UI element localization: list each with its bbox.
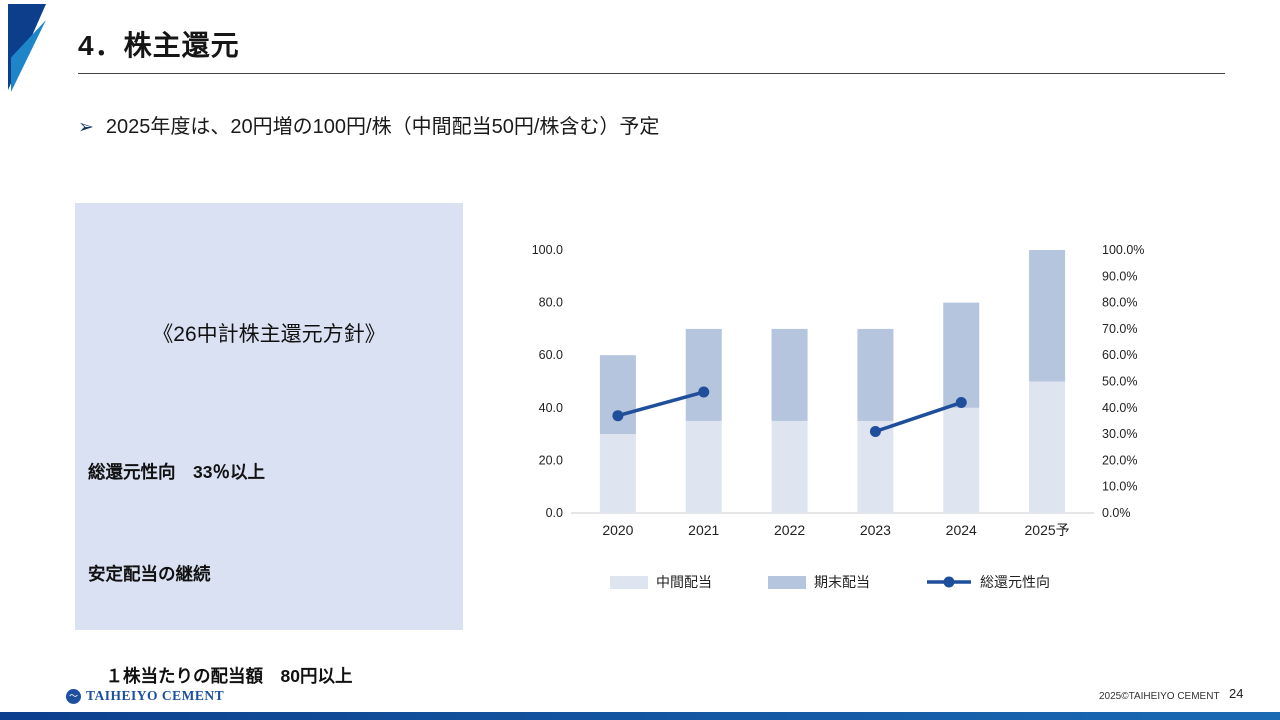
svg-text:2024: 2024 xyxy=(946,522,977,538)
dividend-chart-canvas: 100.0 80.0 60.0 40.0 20.0 0.0 100.0% 90.0% 80.0%… xyxy=(532,243,1145,538)
svg-text:2020: 2020 xyxy=(602,522,633,538)
taiheiyo-logo: 〜 TAIHEIYO CEMENT xyxy=(66,688,224,704)
policy-box: 《26中計株主還元方針》 総還元性向 33％以上 安定配当の継続 １株当たりの配… xyxy=(75,203,463,686)
legend-item-interim-dividend: 中間配当 xyxy=(610,572,712,592)
legend-item-payout-ratio: 総還元性向 xyxy=(926,572,1050,592)
title-divider xyxy=(78,73,1225,74)
svg-text:0.0: 0.0 xyxy=(546,506,563,520)
policy-box-body: 総還元性向 33％以上 安定配当の継続 １株当たりの配当額 80円以上 機動的な… xyxy=(88,387,457,720)
policy-box-title: 《26中計株主還元方針》 xyxy=(152,323,386,346)
svg-text:90.0%: 90.0% xyxy=(1102,269,1137,283)
policy-line: １株当たりの配当額 80円以上 xyxy=(88,666,353,686)
svg-text:40.0: 40.0 xyxy=(539,401,563,415)
svg-text:80.0: 80.0 xyxy=(539,296,563,310)
page-title: 4．株主還元 xyxy=(78,30,240,61)
svg-text:80.0%: 80.0% xyxy=(1102,296,1137,310)
svg-text:60.0: 60.0 xyxy=(539,348,563,362)
svg-text:70.0%: 70.0% xyxy=(1102,322,1137,336)
key-message: ➢ 2025年度は、20円増の100円/株（中間配当50円/株含む）予定 xyxy=(78,110,659,139)
taiheiyo-logo-icon: 〜 xyxy=(66,688,81,704)
bullet-arrow-icon: ➢ xyxy=(78,117,94,138)
svg-text:100.0: 100.0 xyxy=(532,243,563,257)
svg-text:0.0%: 0.0% xyxy=(1102,506,1131,520)
svg-text:2023: 2023 xyxy=(860,522,891,538)
legend-item-yearend-dividend: 期末配当 xyxy=(768,572,870,592)
copyright-text: 2025©TAIHEIYO CEMENT xyxy=(1099,691,1220,702)
key-message-text: 2025年度は、20円増の100円/株（中間配当50円/株含む）予定 xyxy=(105,116,660,138)
svg-text:20.0: 20.0 xyxy=(539,453,563,467)
yearend-dividend-swatch xyxy=(768,575,806,589)
payout-ratio-line-symbol xyxy=(927,576,971,588)
svg-text:30.0%: 30.0% xyxy=(1102,427,1137,441)
legend-label: 期末配当 xyxy=(814,574,870,590)
svg-text:20.0%: 20.0% xyxy=(1102,453,1137,467)
svg-text:100.0%: 100.0% xyxy=(1102,243,1144,257)
svg-text:60.0%: 60.0% xyxy=(1102,348,1137,362)
svg-text:2021: 2021 xyxy=(688,522,719,538)
legend-label: 総還元性向 xyxy=(980,574,1050,590)
dividend-chart: 100.0 80.0 60.0 40.0 20.0 0.0 100.0% 90.0% 80.0%… xyxy=(495,235,1165,565)
policy-line: 安定配当の継続 xyxy=(88,564,211,584)
svg-text:50.0%: 50.0% xyxy=(1102,375,1137,389)
page-number: 24 xyxy=(1229,686,1244,701)
svg-text:10.0%: 10.0% xyxy=(1102,480,1137,494)
taiheiyo-logo-text: TAIHEIYO CEMENT xyxy=(86,688,225,703)
svg-text:40.0%: 40.0% xyxy=(1102,401,1137,415)
interim-dividend-swatch xyxy=(610,575,648,589)
chart-legend: 中間配当 期末配当 総還元性向 xyxy=(495,572,1165,592)
bottom-accent-bar xyxy=(0,712,1280,720)
legend-label: 中間配当 xyxy=(656,574,712,590)
svg-text:2025予: 2025予 xyxy=(1025,522,1070,538)
svg-text:2022: 2022 xyxy=(774,522,805,538)
policy-line: 総還元性向 33％以上 xyxy=(88,462,265,482)
